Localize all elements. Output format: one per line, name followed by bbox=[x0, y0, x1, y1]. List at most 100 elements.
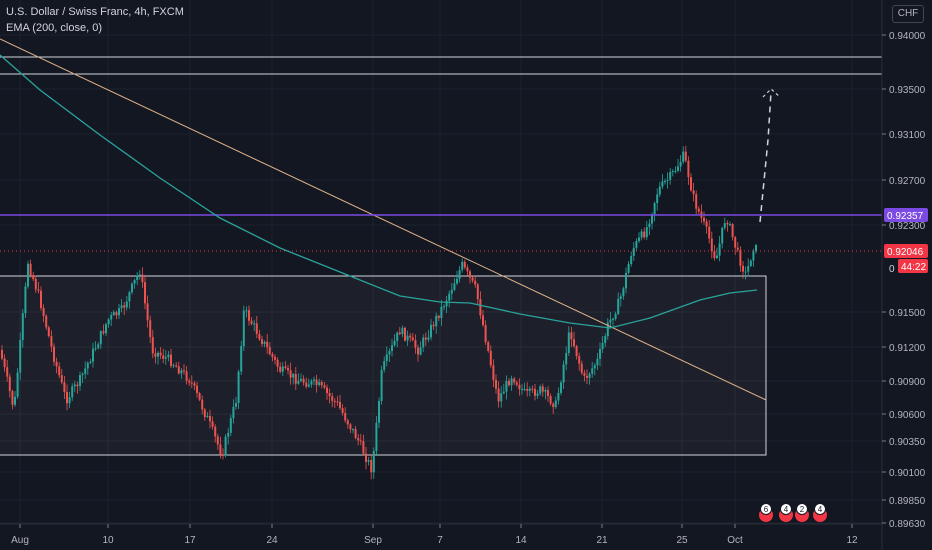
candle-body bbox=[323, 385, 326, 388]
candle-body bbox=[565, 352, 568, 365]
candle-body bbox=[744, 271, 747, 273]
candle-body bbox=[645, 227, 648, 238]
candle-body bbox=[357, 438, 360, 441]
candle-body bbox=[604, 336, 607, 343]
candle-body bbox=[435, 315, 438, 327]
candle-body bbox=[219, 444, 222, 455]
candle-body bbox=[365, 453, 367, 462]
candle-body bbox=[193, 383, 196, 386]
downtrend-line[interactable] bbox=[0, 38, 767, 401]
candle-body bbox=[248, 310, 250, 321]
candle-body bbox=[630, 256, 633, 265]
candle-body bbox=[380, 369, 383, 401]
candle-body bbox=[580, 363, 583, 373]
event-count-label: 2 bbox=[800, 505, 805, 514]
candle-body bbox=[684, 151, 687, 161]
candle-body bbox=[456, 278, 458, 284]
candle-body bbox=[573, 339, 575, 347]
candle-body bbox=[534, 388, 536, 396]
candle-body bbox=[505, 380, 508, 392]
candle-body bbox=[578, 356, 581, 364]
candle-body bbox=[375, 422, 378, 452]
candle-body bbox=[229, 418, 232, 433]
candle-body bbox=[463, 261, 466, 268]
candle-body bbox=[183, 370, 185, 372]
candle-body bbox=[81, 373, 84, 376]
candle-body bbox=[339, 401, 341, 409]
event-count-badge bbox=[760, 503, 772, 515]
candle-body bbox=[6, 367, 9, 377]
candle-body bbox=[300, 378, 302, 381]
candle-body bbox=[586, 375, 588, 378]
candle-body bbox=[266, 341, 269, 348]
candle-body bbox=[42, 308, 45, 317]
candle-body bbox=[521, 388, 523, 390]
candles bbox=[1, 145, 757, 480]
range-box[interactable] bbox=[0, 275, 767, 456]
candle-body bbox=[406, 335, 409, 341]
candle-body bbox=[268, 347, 271, 355]
candle-body bbox=[599, 348, 601, 359]
price-label-text: 0.92357 bbox=[887, 211, 924, 222]
price-tick-label: 0.90600 bbox=[889, 410, 926, 421]
candle-body bbox=[206, 415, 209, 417]
candle-body bbox=[547, 390, 549, 397]
candle-body bbox=[424, 337, 427, 340]
candle-body bbox=[617, 298, 620, 314]
candle-body bbox=[331, 396, 334, 401]
candle-body bbox=[422, 337, 425, 348]
event-count-badge bbox=[796, 503, 808, 515]
candle-body bbox=[398, 332, 401, 335]
time-tick-label: 12 bbox=[846, 535, 858, 546]
price-axis[interactable]: 0.94000 0.93500 0.93100 0.92700 0.92300 0.915… bbox=[881, 0, 928, 550]
candle-body bbox=[716, 255, 718, 259]
candle-body bbox=[682, 151, 685, 162]
candle-body bbox=[736, 247, 739, 250]
candle-body bbox=[196, 385, 198, 394]
time-tick-label: 10 bbox=[102, 535, 114, 546]
candle-body bbox=[50, 336, 53, 347]
candle-body bbox=[739, 249, 742, 266]
candle-body bbox=[94, 348, 97, 350]
price-tick-label: 0.93100 bbox=[889, 130, 926, 141]
candle-body bbox=[747, 266, 750, 272]
indicator-label[interactable]: EMA (200, close, 0) bbox=[6, 22, 102, 34]
time-tick-label: Oct bbox=[727, 535, 743, 546]
candle-body bbox=[497, 388, 500, 402]
candle-body bbox=[115, 312, 118, 316]
candle-body bbox=[510, 378, 513, 386]
candle-body bbox=[664, 181, 666, 183]
candle-body bbox=[32, 275, 35, 279]
candle-body bbox=[677, 166, 679, 171]
candle-body bbox=[27, 263, 29, 287]
candle-body bbox=[133, 280, 136, 284]
candle-body bbox=[726, 223, 729, 225]
time-tick-label: Aug bbox=[11, 535, 29, 546]
candle-body bbox=[154, 353, 157, 357]
time-axis[interactable]: Aug 10 17 24 Sep 7 14 21 25 Oct 12 bbox=[0, 523, 882, 546]
price-tick-label: 0.90350 bbox=[889, 437, 926, 448]
currency-button[interactable]: CHF bbox=[892, 5, 924, 23]
candle-body bbox=[58, 366, 61, 376]
candle-body bbox=[1, 350, 3, 359]
candle-body bbox=[669, 172, 672, 180]
candle-body bbox=[523, 388, 526, 390]
candle-body bbox=[198, 393, 201, 400]
candle-body bbox=[619, 296, 622, 299]
candle-body bbox=[367, 460, 370, 462]
candle-body bbox=[575, 346, 578, 357]
time-tick-label: 25 bbox=[676, 535, 688, 546]
candle-body bbox=[453, 283, 456, 290]
candle-body bbox=[393, 340, 396, 346]
candle-body bbox=[242, 310, 245, 347]
candle-body bbox=[703, 217, 705, 222]
event-count-badge bbox=[780, 503, 792, 515]
candle-body bbox=[289, 370, 292, 378]
candle-body bbox=[40, 290, 42, 309]
candle-body bbox=[362, 441, 365, 454]
price-tick-label: 0.91500 bbox=[889, 308, 926, 319]
candle-body bbox=[274, 356, 276, 360]
candle-body bbox=[596, 358, 599, 366]
